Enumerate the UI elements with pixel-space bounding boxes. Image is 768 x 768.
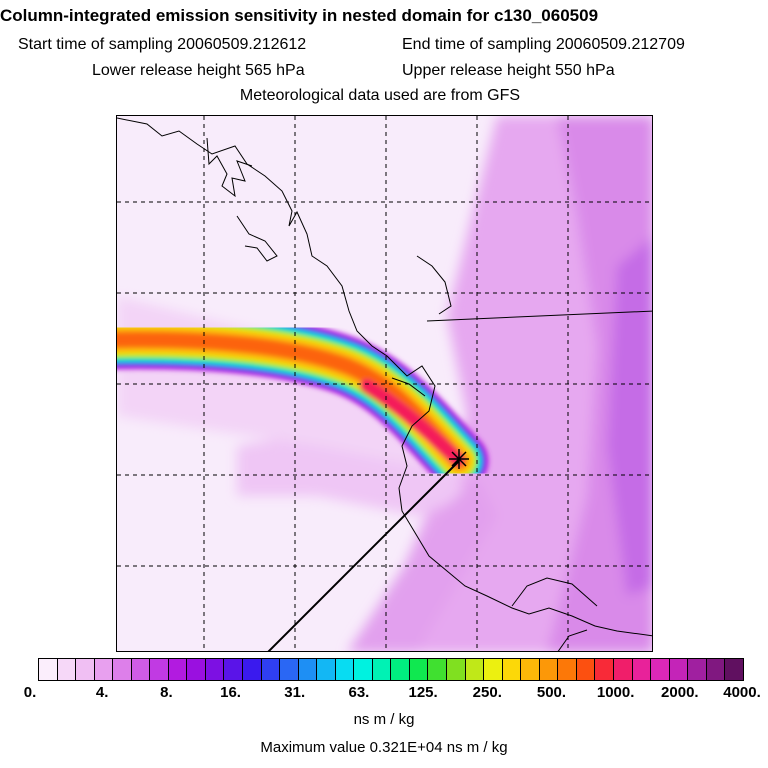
end-time: End time of sampling 20060509.212709 (402, 36, 685, 53)
colorbar-segment (317, 659, 336, 680)
colorbar-segment (39, 659, 58, 680)
colorbar-segment (447, 659, 466, 680)
colorbar-tick-label: 0. (23, 684, 37, 701)
colorbar-tick-label: 1000. (596, 684, 635, 701)
colorbar-segment (372, 659, 392, 680)
colorbar-tick-label: 4. (95, 684, 109, 701)
colorbar-segment (595, 659, 614, 680)
colorbar-segment (205, 659, 225, 680)
plume-core (360, 379, 464, 466)
colorbar-segment (669, 659, 689, 680)
map-panel (116, 115, 653, 652)
colorbar-segment (539, 659, 559, 680)
colorbar-segment (354, 659, 373, 680)
colorbar-tick-label: 500. (536, 684, 567, 701)
colorbar-tick-label: 63. (348, 684, 370, 701)
colorbar-segment (150, 659, 169, 680)
colorbar-segment (280, 659, 299, 680)
upper-release-height: Upper release height 550 hPa (402, 62, 615, 79)
colorbar-segment (688, 659, 707, 680)
colorbar-tick-label: 4000. (723, 684, 761, 701)
colorbar-tick-label: 125. (408, 684, 438, 701)
colorbar (38, 658, 744, 681)
start-time: Start time of sampling 20060509.212612 (18, 36, 307, 53)
maximum-value: Maximum value 0.321E+04 ns m / kg (260, 739, 508, 756)
colorbar-segment (651, 659, 670, 680)
colorbar-labels: 0. 4. 8. 16. 31. 63. 125. 250. 500. 1000. 2000. 400… (0, 684, 768, 704)
colorbar-segment (558, 659, 577, 680)
colorbar-segment (632, 659, 652, 680)
colorbar-segment (243, 659, 262, 680)
lower-release-height: Lower release height 565 hPa (92, 62, 305, 79)
colorbar-segment (613, 659, 633, 680)
release-point-marker (449, 449, 469, 469)
colorbar-segment (706, 659, 726, 680)
lat-lon-grid (117, 116, 652, 651)
colorbar-segment (57, 659, 77, 680)
colorbar-segment (131, 659, 151, 680)
flight-track (267, 460, 460, 651)
colorbar-segment (224, 659, 244, 680)
colorbar-tick-label: 250. (472, 684, 502, 701)
colorbar-segment (298, 659, 318, 680)
colorbar-segment (521, 659, 540, 680)
colorbar-segment (187, 659, 206, 680)
coastline (117, 117, 652, 651)
colorbar-segment (428, 659, 448, 680)
map-title: Column-integrated emission sensitivity i… (0, 6, 599, 25)
colorbar-segment (94, 659, 114, 680)
colorbar-segment (576, 659, 596, 680)
colorbar-tick-label: 8. (160, 684, 173, 701)
colorbar-segment (409, 659, 429, 680)
colorbar-segment (465, 659, 485, 680)
colorbar-segment (168, 659, 188, 680)
colorbar-segment (725, 659, 743, 680)
colorbar-units: ns m / kg (353, 711, 415, 728)
colorbar-tick-label: 31. (284, 684, 306, 701)
colorbar-segment (335, 659, 355, 680)
map-canvas (117, 116, 652, 651)
colorbar-segment (76, 659, 95, 680)
met-data-source: Meteorological data used are from GFS (239, 87, 521, 104)
colorbar-segment (261, 659, 281, 680)
colorbar-segment (113, 659, 132, 680)
colorbar-segment (484, 659, 503, 680)
colorbar-segment (502, 659, 522, 680)
colorbar-tick-label: 16. (220, 684, 241, 701)
colorbar-tick-label: 2000. (661, 684, 699, 701)
colorbar-segment (391, 659, 410, 680)
